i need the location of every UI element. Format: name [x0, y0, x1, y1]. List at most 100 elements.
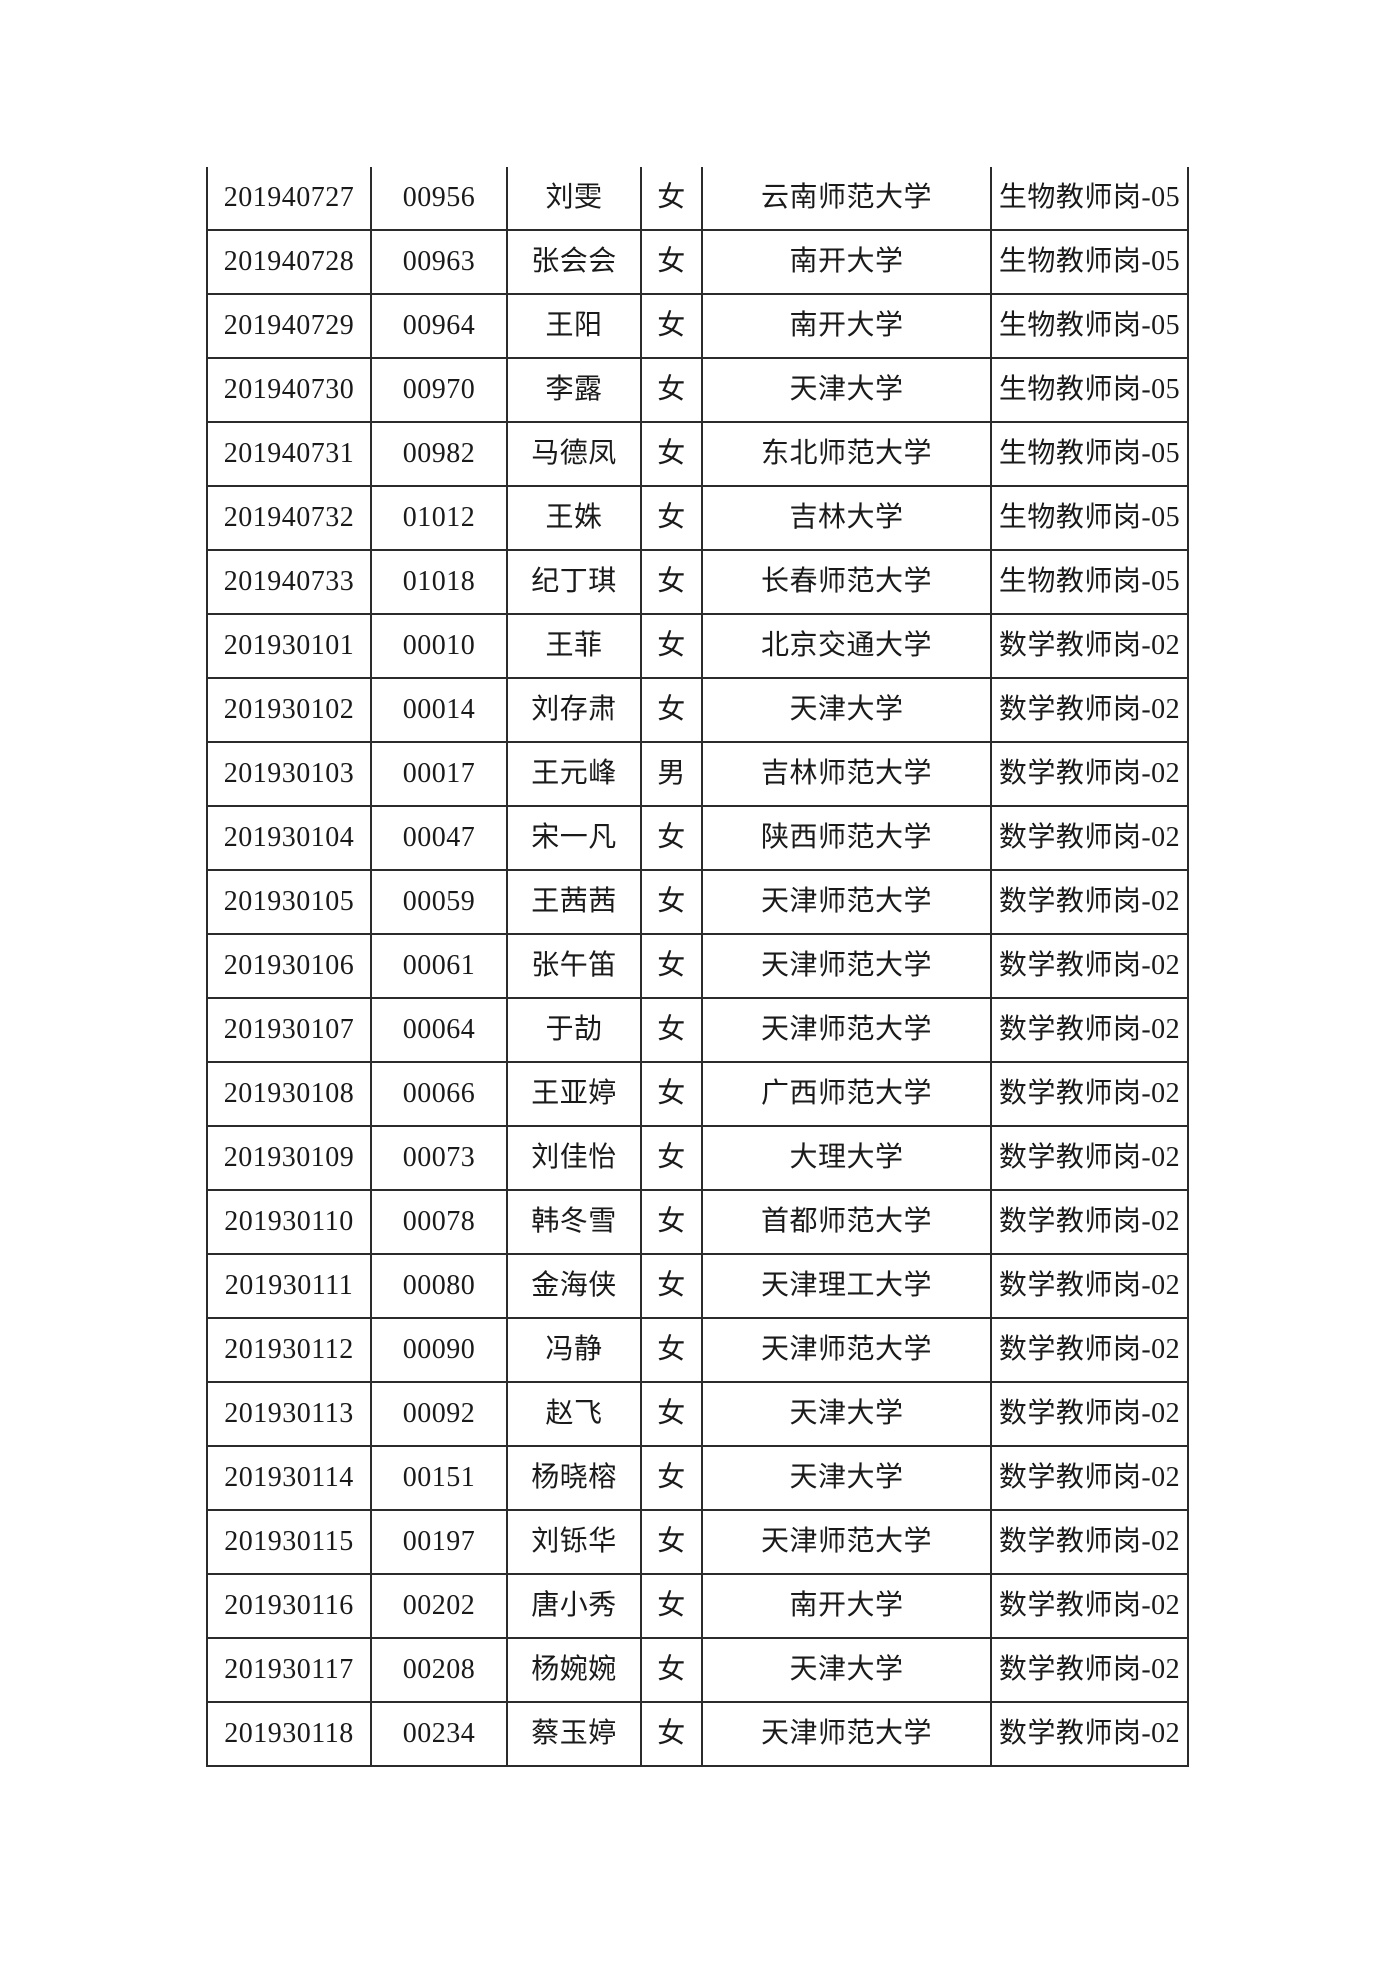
- university-cell: 天津理工大学: [701, 1253, 992, 1319]
- university-cell: 天津大学: [701, 357, 992, 423]
- name-cell: 刘佳怡: [506, 1125, 642, 1191]
- table-row: 201930116 00202 唐小秀 女 南开大学 数学教师岗-02: [206, 1573, 1189, 1639]
- university-cell: 天津大学: [701, 1445, 992, 1511]
- name-cell: 王亚婷: [506, 1061, 642, 1127]
- university-cell: 天津师范大学: [701, 869, 992, 935]
- gender-cell: 女: [640, 1701, 703, 1767]
- name-cell: 宋一凡: [506, 805, 642, 871]
- name-cell: 王阳: [506, 293, 642, 359]
- name-cell: 冯静: [506, 1317, 642, 1383]
- position-cell: 数学教师岗-02: [990, 933, 1189, 999]
- gender-cell: 女: [640, 1509, 703, 1575]
- name-cell: 王元峰: [506, 741, 642, 807]
- gender-cell: 女: [640, 933, 703, 999]
- name-cell: 刘铄华: [506, 1509, 642, 1575]
- gender-cell: 男: [640, 741, 703, 807]
- code-cell: 00014: [370, 677, 508, 743]
- exam-id-cell: 201940728: [206, 229, 372, 295]
- table-row: 201930103 00017 王元峰 男 吉林师范大学 数学教师岗-02: [206, 741, 1189, 807]
- name-cell: 杨婉婉: [506, 1637, 642, 1703]
- table-row: 201930113 00092 赵飞 女 天津大学 数学教师岗-02: [206, 1381, 1189, 1447]
- exam-id-cell: 201940731: [206, 421, 372, 487]
- name-cell: 刘雯: [506, 167, 642, 231]
- university-cell: 天津大学: [701, 677, 992, 743]
- gender-cell: 女: [640, 1573, 703, 1639]
- university-cell: 天津师范大学: [701, 1509, 992, 1575]
- gender-cell: 女: [640, 1253, 703, 1319]
- name-cell: 李露: [506, 357, 642, 423]
- position-cell: 数学教师岗-02: [990, 1445, 1189, 1511]
- university-cell: 天津师范大学: [701, 1701, 992, 1767]
- university-cell: 南开大学: [701, 1573, 992, 1639]
- exam-id-cell: 201930111: [206, 1253, 372, 1319]
- exam-id-cell: 201940730: [206, 357, 372, 423]
- code-cell: 00151: [370, 1445, 508, 1511]
- name-cell: 张午笛: [506, 933, 642, 999]
- exam-id-cell: 201930115: [206, 1509, 372, 1575]
- table-row: 201930118 00234 蔡玉婷 女 天津师范大学 数学教师岗-02: [206, 1701, 1189, 1767]
- exam-id-cell: 201940727: [206, 167, 372, 231]
- name-cell: 赵飞: [506, 1381, 642, 1447]
- table-row: 201930108 00066 王亚婷 女 广西师范大学 数学教师岗-02: [206, 1061, 1189, 1127]
- position-cell: 生物教师岗-05: [990, 229, 1189, 295]
- code-cell: 00208: [370, 1637, 508, 1703]
- table-row: 201930106 00061 张午笛 女 天津师范大学 数学教师岗-02: [206, 933, 1189, 999]
- code-cell: 00982: [370, 421, 508, 487]
- code-cell: 00234: [370, 1701, 508, 1767]
- position-cell: 生物教师岗-05: [990, 549, 1189, 615]
- table-row: 201930117 00208 杨婉婉 女 天津大学 数学教师岗-02: [206, 1637, 1189, 1703]
- university-cell: 天津大学: [701, 1637, 992, 1703]
- exam-id-cell: 201930106: [206, 933, 372, 999]
- table-row: 201930112 00090 冯静 女 天津师范大学 数学教师岗-02: [206, 1317, 1189, 1383]
- university-cell: 陕西师范大学: [701, 805, 992, 871]
- table-row: 201940728 00963 张会会 女 南开大学 生物教师岗-05: [206, 229, 1189, 295]
- code-cell: 00066: [370, 1061, 508, 1127]
- gender-cell: 女: [640, 421, 703, 487]
- table-row: 201940733 01018 纪丁琪 女 长春师范大学 生物教师岗-05: [206, 549, 1189, 615]
- table-row: 201940730 00970 李露 女 天津大学 生物教师岗-05: [206, 357, 1189, 423]
- code-cell: 00956: [370, 167, 508, 231]
- code-cell: 00017: [370, 741, 508, 807]
- code-cell: 00202: [370, 1573, 508, 1639]
- gender-cell: 女: [640, 1061, 703, 1127]
- position-cell: 数学教师岗-02: [990, 1189, 1189, 1255]
- code-cell: 00059: [370, 869, 508, 935]
- name-cell: 金海侠: [506, 1253, 642, 1319]
- code-cell: 00078: [370, 1189, 508, 1255]
- position-cell: 数学教师岗-02: [990, 613, 1189, 679]
- code-cell: 01012: [370, 485, 508, 551]
- exam-id-cell: 201940733: [206, 549, 372, 615]
- code-cell: 01018: [370, 549, 508, 615]
- code-cell: 00080: [370, 1253, 508, 1319]
- exam-id-cell: 201930116: [206, 1573, 372, 1639]
- table-row: 201930107 00064 于劼 女 天津师范大学 数学教师岗-02: [206, 997, 1189, 1063]
- university-cell: 北京交通大学: [701, 613, 992, 679]
- exam-id-cell: 201940729: [206, 293, 372, 359]
- position-cell: 生物教师岗-05: [990, 357, 1189, 423]
- table-row: 201930114 00151 杨晓榕 女 天津大学 数学教师岗-02: [206, 1445, 1189, 1511]
- gender-cell: 女: [640, 1381, 703, 1447]
- gender-cell: 女: [640, 357, 703, 423]
- name-cell: 张会会: [506, 229, 642, 295]
- gender-cell: 女: [640, 805, 703, 871]
- position-cell: 数学教师岗-02: [990, 805, 1189, 871]
- position-cell: 数学教师岗-02: [990, 1317, 1189, 1383]
- table-row: 201940732 01012 王姝 女 吉林大学 生物教师岗-05: [206, 485, 1189, 551]
- code-cell: 00010: [370, 613, 508, 679]
- name-cell: 杨晓榕: [506, 1445, 642, 1511]
- code-cell: 00970: [370, 357, 508, 423]
- university-cell: 东北师范大学: [701, 421, 992, 487]
- code-cell: 00090: [370, 1317, 508, 1383]
- exam-id-cell: 201930103: [206, 741, 372, 807]
- exam-id-cell: 201940732: [206, 485, 372, 551]
- exam-id-cell: 201930108: [206, 1061, 372, 1127]
- university-cell: 南开大学: [701, 229, 992, 295]
- gender-cell: 女: [640, 167, 703, 231]
- gender-cell: 女: [640, 293, 703, 359]
- position-cell: 数学教师岗-02: [990, 1637, 1189, 1703]
- gender-cell: 女: [640, 229, 703, 295]
- table-row: 201930109 00073 刘佳怡 女 大理大学 数学教师岗-02: [206, 1125, 1189, 1191]
- university-cell: 吉林大学: [701, 485, 992, 551]
- position-cell: 数学教师岗-02: [990, 1061, 1189, 1127]
